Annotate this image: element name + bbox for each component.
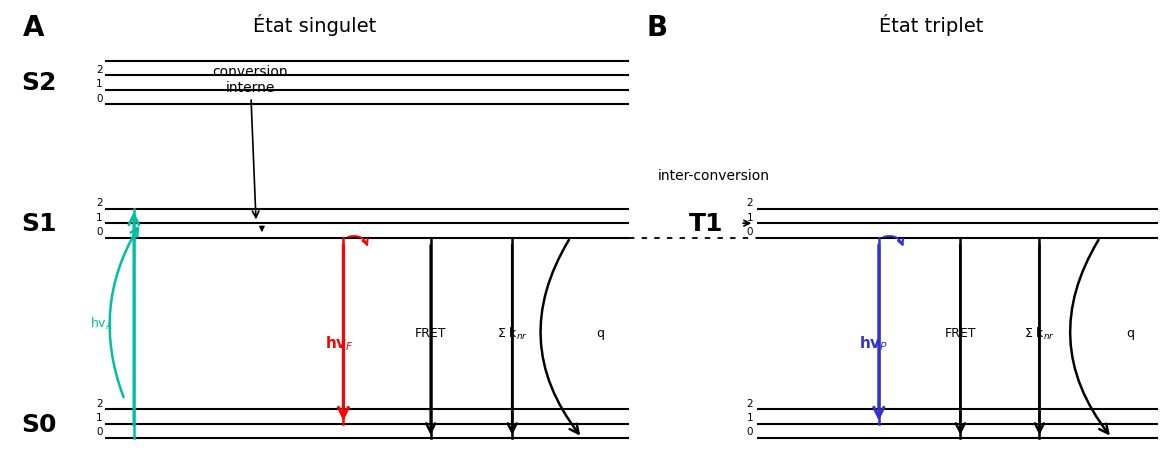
Text: 2: 2 <box>95 65 102 75</box>
Text: hv$_P$: hv$_P$ <box>859 333 889 352</box>
Text: État triplet: État triplet <box>879 14 984 36</box>
Text: État singulet: État singulet <box>253 14 376 36</box>
Text: 1: 1 <box>95 79 102 89</box>
Text: inter-conversion: inter-conversion <box>658 169 769 183</box>
Text: hv$_A$: hv$_A$ <box>90 316 113 332</box>
Text: S1: S1 <box>21 212 56 236</box>
Text: 2: 2 <box>95 198 102 208</box>
Text: 2: 2 <box>746 198 753 208</box>
Text: 1: 1 <box>746 212 753 222</box>
Text: 0: 0 <box>746 227 753 237</box>
Text: T1: T1 <box>689 212 724 236</box>
Text: 0: 0 <box>746 426 753 436</box>
Text: 0: 0 <box>95 93 102 103</box>
Text: conversion
interne: conversion interne <box>213 65 288 218</box>
Text: 2: 2 <box>746 398 753 408</box>
Text: $\Sigma$ k$_{nr}$: $\Sigma$ k$_{nr}$ <box>497 325 527 341</box>
Text: B: B <box>646 14 667 42</box>
Text: $\Sigma$ k$_{nr}$: $\Sigma$ k$_{nr}$ <box>1024 325 1055 341</box>
Text: 1: 1 <box>746 412 753 422</box>
Text: FRET: FRET <box>414 327 447 340</box>
Text: S0: S0 <box>21 412 56 436</box>
Text: 0: 0 <box>95 426 102 436</box>
Text: S2: S2 <box>21 71 56 95</box>
Text: 0: 0 <box>95 227 102 237</box>
Text: A: A <box>23 14 44 42</box>
Text: hv$_F$: hv$_F$ <box>325 333 355 352</box>
Text: 1: 1 <box>95 412 102 422</box>
Text: q: q <box>597 327 604 340</box>
Text: FRET: FRET <box>944 327 977 340</box>
Text: q: q <box>1127 327 1134 340</box>
Text: 1: 1 <box>95 212 102 222</box>
Text: 2: 2 <box>95 398 102 408</box>
